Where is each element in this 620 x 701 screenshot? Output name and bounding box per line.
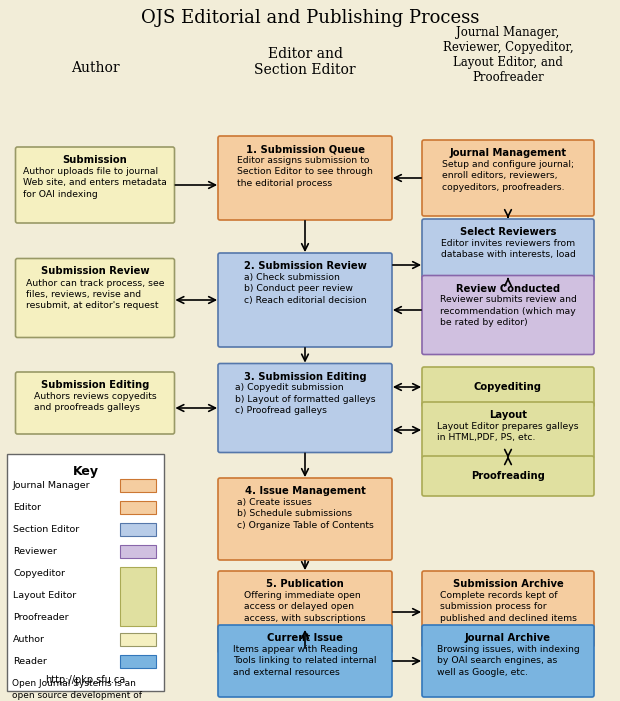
Text: Reader: Reader	[13, 657, 47, 665]
Text: Open Journal Systems is an
open source development of
the Public Knowledge
Proje: Open Journal Systems is an open source d…	[12, 679, 142, 701]
FancyBboxPatch shape	[218, 253, 392, 347]
Text: 3. Submission Editing: 3. Submission Editing	[244, 372, 366, 381]
Text: 5. Publication: 5. Publication	[266, 579, 344, 589]
FancyBboxPatch shape	[120, 566, 156, 625]
FancyBboxPatch shape	[422, 367, 594, 407]
Text: Items appear with Reading
Tools linking to related internal
and external resourc: Items appear with Reading Tools linking …	[233, 645, 377, 677]
FancyBboxPatch shape	[120, 522, 156, 536]
Text: Journal Archive: Journal Archive	[465, 633, 551, 643]
Text: Offering immediate open
access or delayed open
access, with subscriptions: Offering immediate open access or delaye…	[244, 591, 366, 623]
Text: Review Conducted: Review Conducted	[456, 283, 560, 294]
FancyBboxPatch shape	[16, 147, 174, 223]
Text: OJS Editorial and Publishing Process: OJS Editorial and Publishing Process	[141, 9, 479, 27]
Text: 4. Issue Management: 4. Issue Management	[244, 486, 365, 496]
FancyBboxPatch shape	[422, 140, 594, 216]
Text: Browsing issues, with indexing
by OAI search engines, as
well as Google, etc.: Browsing issues, with indexing by OAI se…	[436, 645, 579, 677]
Text: a) Check submission
b) Conduct peer review
c) Reach editorial decision: a) Check submission b) Conduct peer revi…	[244, 273, 366, 305]
FancyBboxPatch shape	[422, 219, 594, 281]
Text: a) Copyedit submission
b) Layout of formatted galleys
c) Proofread galleys: a) Copyedit submission b) Layout of form…	[235, 383, 375, 416]
Text: Layout Editor prepares galleys
in HTML,PDF, PS, etc.: Layout Editor prepares galleys in HTML,P…	[437, 422, 579, 442]
Text: Select Reviewers: Select Reviewers	[460, 227, 556, 237]
Text: Section Editor: Section Editor	[13, 524, 79, 533]
Text: Copyediting: Copyediting	[474, 382, 542, 392]
FancyBboxPatch shape	[16, 259, 174, 337]
Text: Submission Editing: Submission Editing	[41, 380, 149, 390]
Text: Reviewer: Reviewer	[13, 547, 57, 555]
FancyBboxPatch shape	[120, 545, 156, 557]
Text: Author: Author	[13, 634, 45, 644]
FancyBboxPatch shape	[422, 571, 594, 647]
Text: Journal Management: Journal Management	[450, 148, 567, 158]
Text: Submission: Submission	[63, 155, 127, 165]
Text: Author uploads file to journal
Web site, and enters metadata
for OAI indexing: Author uploads file to journal Web site,…	[23, 167, 167, 199]
Text: Editor: Editor	[13, 503, 41, 512]
FancyBboxPatch shape	[218, 364, 392, 453]
FancyBboxPatch shape	[218, 571, 392, 653]
Text: Editor assigns submission to
Section Editor to see through
the editorial process: Editor assigns submission to Section Edi…	[237, 156, 373, 188]
Text: Reviewer submits review and
recommendation (which may
be rated by editor): Reviewer submits review and recommendati…	[440, 296, 577, 327]
FancyBboxPatch shape	[120, 655, 156, 667]
FancyBboxPatch shape	[120, 632, 156, 646]
FancyBboxPatch shape	[422, 456, 594, 496]
Text: Author: Author	[71, 61, 119, 75]
Text: Layout Editor: Layout Editor	[13, 590, 76, 599]
Text: 1. Submission Queue: 1. Submission Queue	[246, 144, 365, 154]
FancyBboxPatch shape	[218, 625, 392, 697]
Text: Complete records kept of
submission process for
published and declined items: Complete records kept of submission proc…	[440, 591, 577, 623]
Text: Editor and
Section Editor: Editor and Section Editor	[254, 47, 356, 77]
Text: 2. Submission Review: 2. Submission Review	[244, 261, 366, 271]
Text: Proofreading: Proofreading	[471, 471, 545, 481]
Text: Copyeditor: Copyeditor	[13, 569, 65, 578]
Text: Current Issue: Current Issue	[267, 633, 343, 643]
Text: Editor invites reviewers from
database with interests, load: Editor invites reviewers from database w…	[441, 239, 575, 259]
Text: Journal Manager,
Reviewer, Copyeditor,
Layout Editor, and
Proofreader: Journal Manager, Reviewer, Copyeditor, L…	[443, 26, 574, 84]
Text: http://pkp.sfu.ca: http://pkp.sfu.ca	[45, 675, 126, 685]
FancyBboxPatch shape	[218, 478, 392, 560]
Text: Submission Archive: Submission Archive	[453, 579, 564, 589]
Text: a) Create issues
b) Schedule submissions
c) Organize Table of Contents: a) Create issues b) Schedule submissions…	[237, 498, 373, 530]
Text: Layout: Layout	[489, 410, 527, 420]
Text: Proofreader: Proofreader	[13, 613, 69, 622]
Text: Journal Manager: Journal Manager	[13, 480, 91, 489]
FancyBboxPatch shape	[16, 372, 174, 434]
FancyBboxPatch shape	[422, 275, 594, 355]
Text: Setup and configure journal;
enroll editors, reviewers,
copyeditors, proofreader: Setup and configure journal; enroll edit…	[442, 160, 574, 192]
FancyBboxPatch shape	[120, 501, 156, 514]
FancyBboxPatch shape	[422, 625, 594, 697]
FancyBboxPatch shape	[422, 402, 594, 458]
Text: Author can track process, see
files, reviews, revise and
resubmit, at editor's r: Author can track process, see files, rev…	[26, 278, 164, 311]
Text: Submission Review: Submission Review	[41, 266, 149, 276]
FancyBboxPatch shape	[218, 136, 392, 220]
Text: Authors reviews copyedits
and proofreads galleys: Authors reviews copyedits and proofreads…	[33, 392, 156, 412]
Text: Key: Key	[73, 465, 99, 478]
FancyBboxPatch shape	[7, 454, 164, 691]
FancyBboxPatch shape	[120, 479, 156, 491]
